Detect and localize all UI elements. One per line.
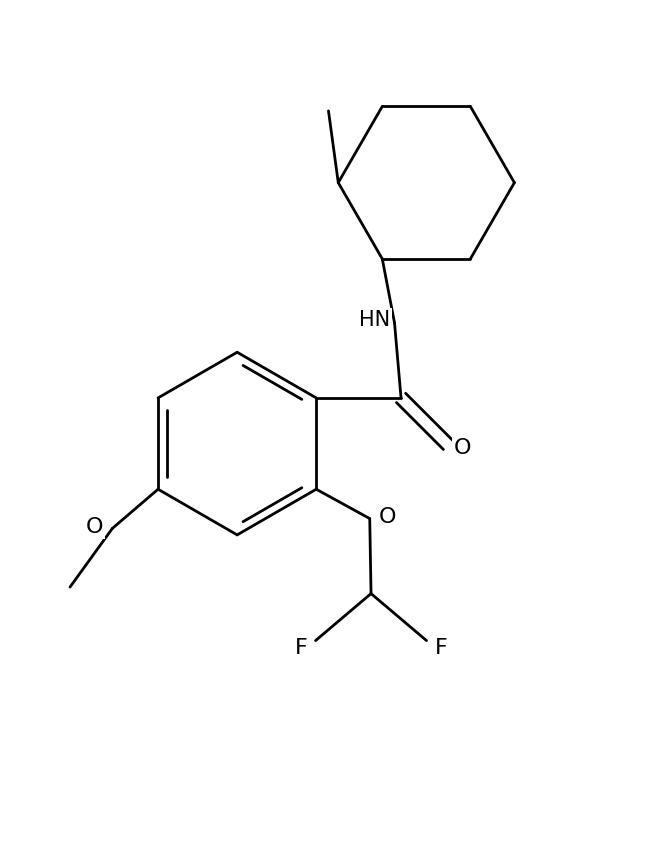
Text: F: F: [295, 639, 308, 658]
Text: HN: HN: [359, 310, 391, 330]
Text: O: O: [454, 438, 471, 458]
Text: O: O: [85, 517, 103, 537]
Text: O: O: [379, 507, 397, 527]
Text: F: F: [434, 639, 447, 658]
